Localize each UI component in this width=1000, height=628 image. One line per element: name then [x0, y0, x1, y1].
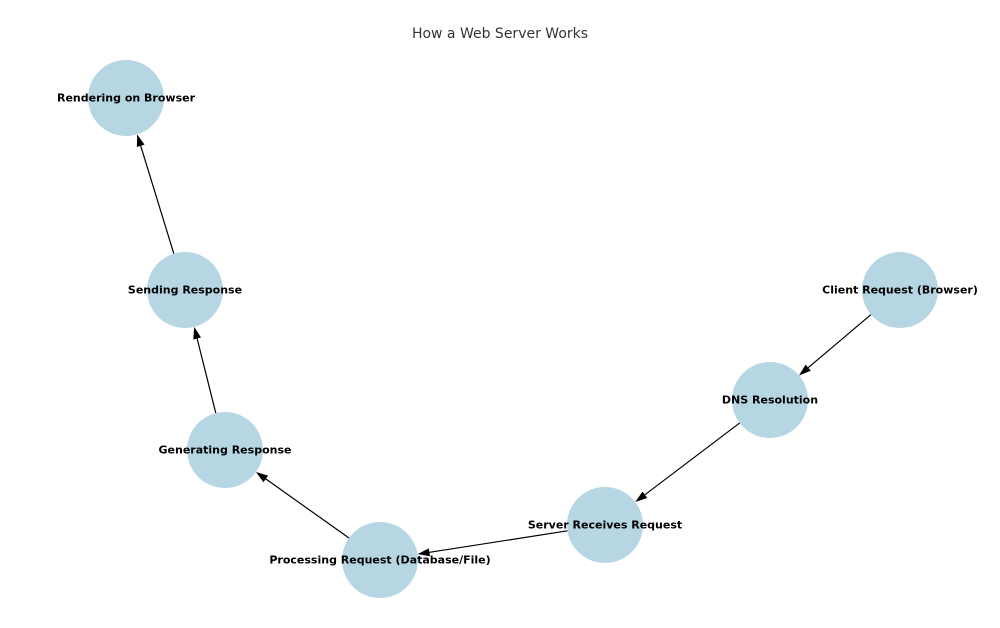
arrowhead-send-render — [137, 134, 145, 147]
arrowhead-generate-send — [193, 327, 201, 340]
node-label-render: Rendering on Browser — [57, 92, 195, 105]
edge-send-render — [139, 141, 174, 253]
node-label-send: Sending Response — [128, 284, 242, 297]
edge-client-dns — [805, 315, 871, 371]
arrowhead-dns-receive — [635, 492, 647, 502]
arrowhead-process-generate — [256, 472, 268, 482]
edge-process-generate — [262, 476, 349, 538]
node-label-receive: Server Receives Request — [528, 519, 682, 532]
node-label-process: Processing Request (Database/File) — [269, 554, 490, 567]
edge-receive-process — [425, 531, 568, 553]
diagram-canvas: How a Web Server Works Client Request (B… — [0, 0, 1000, 628]
node-label-client: Client Request (Browser) — [822, 284, 978, 297]
edge-generate-send — [196, 334, 216, 413]
diagram-title: How a Web Server Works — [0, 26, 1000, 42]
edge-dns-receive — [641, 423, 740, 498]
arrowhead-client-dns — [799, 365, 811, 376]
node-label-dns: DNS Resolution — [722, 394, 818, 407]
node-label-generate: Generating Response — [159, 444, 292, 457]
